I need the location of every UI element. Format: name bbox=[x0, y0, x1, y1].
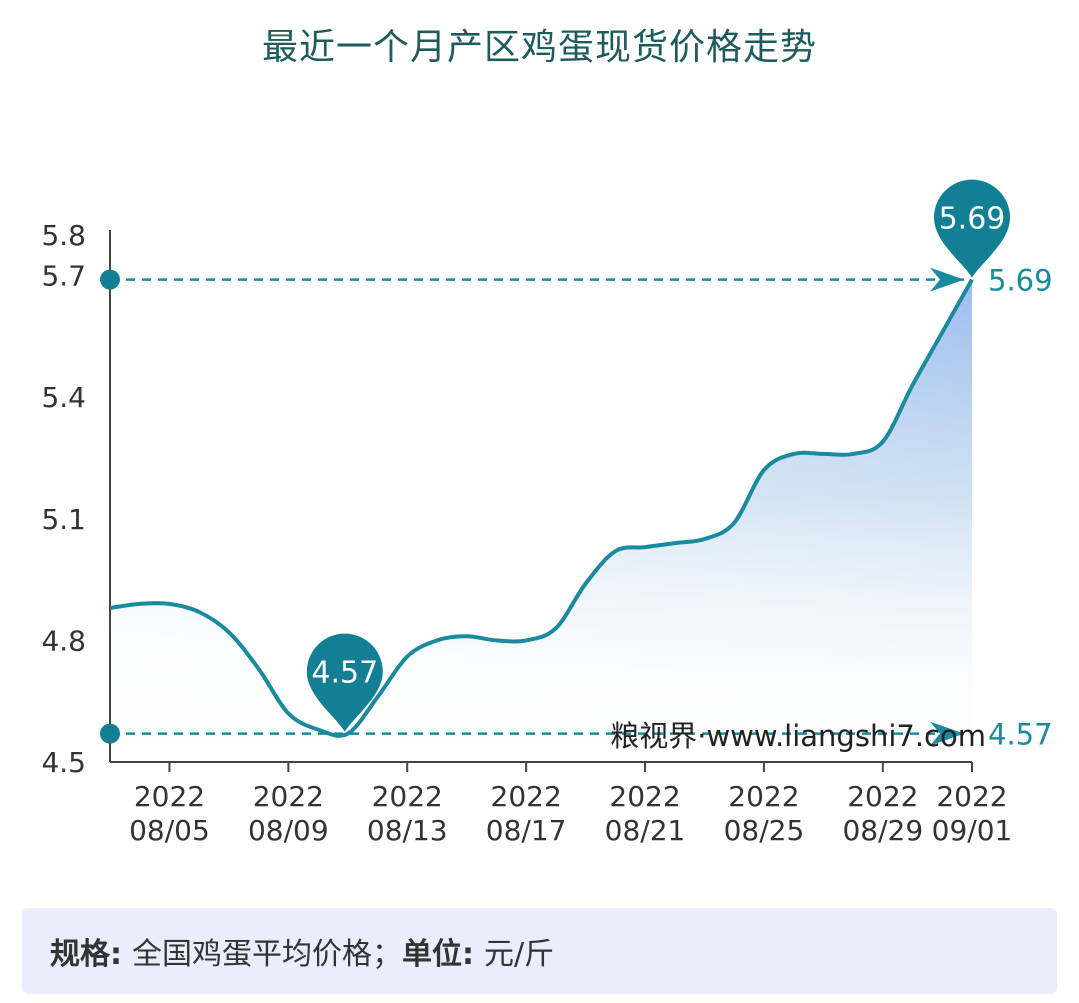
chart-area: 5.85.75.45.14.84.5202208/05202208/092022… bbox=[41, 179, 1053, 847]
y-tick-label: 4.5 bbox=[41, 746, 86, 779]
y-tick-label: 5.1 bbox=[41, 503, 86, 536]
x-tick-year: 2022 bbox=[253, 780, 324, 813]
x-tick-date: 08/21 bbox=[605, 814, 686, 847]
max-marker-pin bbox=[934, 179, 1010, 278]
x-tick-date: 08/05 bbox=[129, 814, 210, 847]
min-marker-pin-label: 4.57 bbox=[311, 656, 378, 691]
spec-label: 规格: bbox=[50, 937, 122, 972]
watermark: 粮视界·www.liangshi7.com bbox=[610, 719, 986, 753]
y-tick-label: 5.4 bbox=[41, 381, 86, 414]
min-marker-pin bbox=[306, 633, 383, 732]
x-tick-date: 08/25 bbox=[724, 814, 805, 847]
min-side-label: 4.57 bbox=[988, 718, 1053, 752]
x-tick-year: 2022 bbox=[491, 780, 562, 813]
max-side-label: 5.69 bbox=[988, 264, 1053, 298]
x-tick-date: 08/13 bbox=[367, 814, 448, 847]
x-tick-year: 2022 bbox=[728, 780, 799, 813]
x-tick-year: 2022 bbox=[134, 780, 205, 813]
spec-value: 全国鸡蛋平均价格； bbox=[132, 937, 402, 972]
x-tick-year: 2022 bbox=[372, 780, 443, 813]
x-tick-year: 2022 bbox=[936, 780, 1007, 813]
x-tick-date: 08/09 bbox=[248, 814, 329, 847]
y-tick-label: 5.7 bbox=[41, 260, 86, 293]
min-ref-arrow bbox=[930, 721, 964, 746]
max-ref-arrow bbox=[930, 267, 964, 292]
series-line bbox=[109, 278, 974, 738]
max-ref-dot bbox=[100, 269, 120, 290]
x-tick-date: 08/29 bbox=[842, 814, 923, 847]
y-tick-label: 5.8 bbox=[41, 219, 86, 252]
x-tick-year: 2022 bbox=[847, 780, 918, 813]
min-ref-dot bbox=[100, 723, 120, 744]
y-tick-label: 4.8 bbox=[41, 624, 86, 657]
unit-label: 单位: bbox=[402, 937, 474, 972]
area-fade bbox=[110, 279, 972, 762]
x-tick-date: 09/01 bbox=[932, 814, 1013, 847]
x-tick-year: 2022 bbox=[609, 780, 680, 813]
chart-title: 最近一个月产区鸡蛋现货价格走势 bbox=[261, 27, 817, 68]
footer-note: 规格: 全国鸡蛋平均价格； 单位: 元/斤 bbox=[22, 908, 1057, 994]
max-marker-pin-label: 5.69 bbox=[939, 202, 1006, 237]
unit-value: 元/斤 bbox=[484, 937, 555, 972]
x-tick-date: 08/17 bbox=[486, 814, 567, 847]
